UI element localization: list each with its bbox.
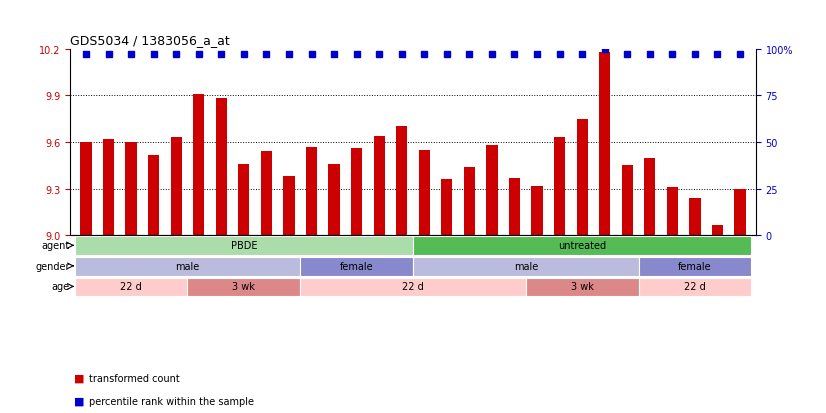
Bar [689, 199, 700, 236]
Bar [554, 138, 565, 236]
Text: ■: ■ [74, 396, 85, 406]
Bar [74, 278, 188, 297]
Text: gender: gender [36, 261, 69, 271]
Bar [599, 53, 610, 236]
Bar [193, 95, 204, 236]
Bar [622, 166, 633, 236]
Bar [463, 168, 475, 236]
Text: female: female [678, 261, 712, 271]
Text: 3 wk: 3 wk [571, 282, 594, 292]
Bar [577, 119, 588, 236]
Bar [103, 140, 114, 236]
Text: transformed count: transformed count [89, 373, 180, 383]
Bar [531, 186, 543, 236]
Bar [712, 225, 723, 236]
Bar [526, 278, 638, 297]
Bar [373, 137, 385, 236]
Text: PBDE: PBDE [230, 241, 257, 251]
Bar [188, 278, 300, 297]
Text: 22 d: 22 d [402, 282, 424, 292]
Bar [126, 143, 137, 236]
Text: male: male [175, 261, 200, 271]
Bar [74, 257, 300, 276]
Bar [300, 257, 413, 276]
Bar [413, 257, 638, 276]
Text: ■: ■ [74, 373, 85, 383]
Bar [170, 138, 182, 236]
Bar [734, 189, 746, 236]
Text: 22 d: 22 d [121, 282, 142, 292]
Text: untreated: untreated [558, 241, 606, 251]
Bar [413, 237, 752, 255]
Bar [644, 158, 656, 236]
Text: percentile rank within the sample: percentile rank within the sample [89, 396, 254, 406]
Bar [306, 147, 317, 236]
Text: male: male [514, 261, 538, 271]
Bar [351, 149, 363, 236]
Bar [148, 155, 159, 236]
Bar [667, 188, 678, 236]
Bar [80, 143, 92, 236]
Bar [329, 164, 339, 236]
Text: female: female [339, 261, 373, 271]
Bar [638, 257, 752, 276]
Text: 22 d: 22 d [684, 282, 705, 292]
Bar [638, 278, 752, 297]
Bar [487, 146, 497, 236]
Text: GDS5034 / 1383056_a_at: GDS5034 / 1383056_a_at [70, 34, 230, 47]
Bar [396, 127, 407, 236]
Bar [238, 164, 249, 236]
Text: agent: agent [41, 241, 69, 251]
Bar [261, 152, 272, 236]
Bar [283, 177, 295, 236]
Bar [74, 237, 413, 255]
Bar [419, 150, 430, 236]
Bar [509, 178, 520, 236]
Text: age: age [52, 282, 69, 292]
Bar [441, 180, 453, 236]
Bar [216, 99, 227, 236]
Bar [300, 278, 526, 297]
Text: 3 wk: 3 wk [232, 282, 255, 292]
